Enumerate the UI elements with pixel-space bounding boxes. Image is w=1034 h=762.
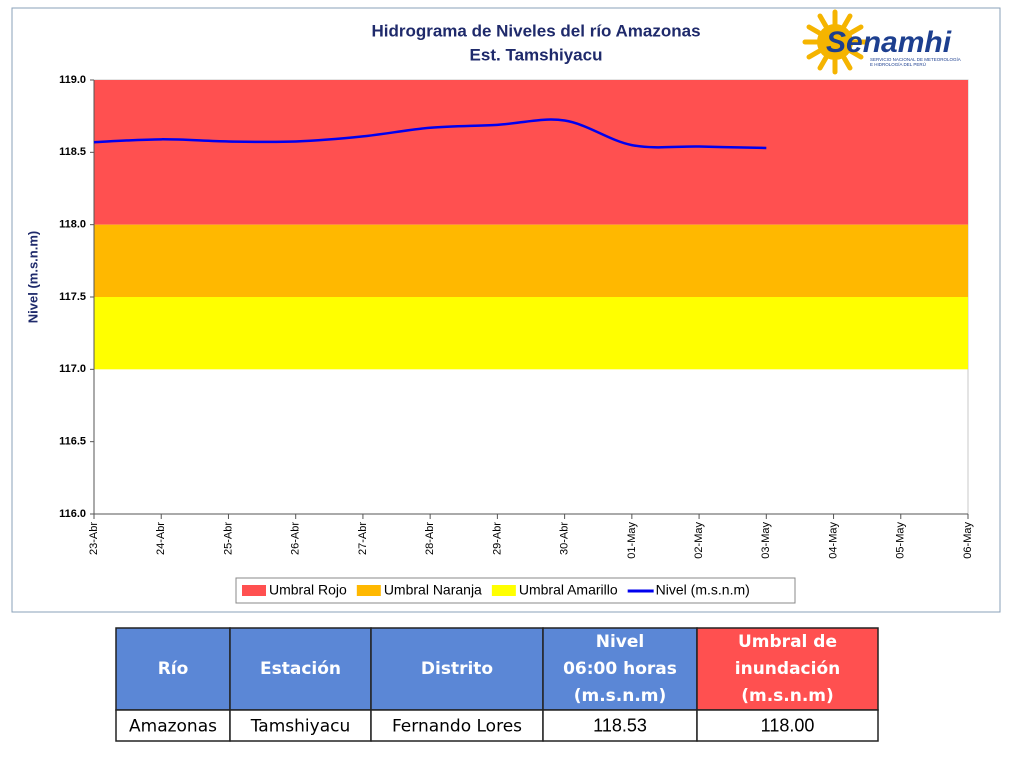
y-tick-label: 117.0 xyxy=(59,363,86,375)
header-text: Umbral de xyxy=(738,632,837,652)
header-text: (m.s.n.m) xyxy=(741,686,834,706)
table-cell xyxy=(696,709,879,742)
header-text: 06:00 horas xyxy=(563,659,677,679)
x-tick-label: 02-May xyxy=(693,522,705,559)
x-tick-label: 30-Abr xyxy=(559,522,571,555)
legend-label: Umbral Rojo xyxy=(269,582,347,598)
legend-swatch xyxy=(242,585,266,596)
logo-ray xyxy=(817,13,829,29)
cell-text: 118.00 xyxy=(761,715,815,735)
logo-ray xyxy=(841,13,853,29)
legend-label: Umbral Amarillo xyxy=(519,582,618,598)
logo-ray xyxy=(817,55,829,71)
header-text: (m.s.n.m) xyxy=(574,686,667,706)
y-axis-title: Nivel (m.s.n.m) xyxy=(25,231,40,323)
header-text: inundación xyxy=(735,659,840,679)
logo-ray xyxy=(806,48,822,60)
y-tick-label: 116.0 xyxy=(59,508,86,520)
logo-subtitle: SERVICIO NACIONAL DE METEOROLOGÍA xyxy=(870,56,961,62)
x-tick-label: 27-Abr xyxy=(357,522,369,555)
chart-title: Est. Tamshiyacu xyxy=(470,45,603,64)
x-tick-label: 06-May xyxy=(962,522,974,559)
cell-text: 118.53 xyxy=(593,715,647,735)
x-tick-label: 03-May xyxy=(760,522,772,559)
y-tick-label: 118.0 xyxy=(59,219,86,231)
x-tick-label: 04-May xyxy=(827,522,839,559)
header-cell xyxy=(696,627,879,711)
cell-text: Amazonas xyxy=(129,717,217,737)
x-tick-label: 05-May xyxy=(895,522,907,559)
table-cell xyxy=(370,709,544,742)
logo-ray xyxy=(806,24,822,36)
x-tick-label: 25-Abr xyxy=(222,522,234,555)
x-tick-label: 29-Abr xyxy=(491,522,503,555)
threshold-band xyxy=(94,80,968,225)
header-text: Estación xyxy=(260,659,341,679)
legend-label: Nivel (m.s.n.m) xyxy=(656,582,750,598)
y-tick-label: 116.5 xyxy=(59,436,86,448)
header-cell xyxy=(229,627,372,711)
header-cell xyxy=(542,627,698,711)
x-tick-label: 26-Abr xyxy=(290,522,302,555)
table-cell xyxy=(542,709,698,742)
x-tick-label: 24-Abr xyxy=(155,522,167,555)
table-cell xyxy=(229,709,372,742)
threshold-band xyxy=(94,297,968,370)
logo-icon xyxy=(802,9,868,75)
cell-text: Fernando Lores xyxy=(392,717,522,737)
legend-swatch xyxy=(356,585,381,596)
series-line xyxy=(93,118,767,150)
logo-subtitle: E HIDROLOGÍA DEL PERÚ xyxy=(870,61,926,67)
cell-text: Tamshiyacu xyxy=(250,717,351,737)
y-tick-label: 119.0 xyxy=(59,74,86,86)
x-tick-label: 23-Abr xyxy=(88,522,100,555)
legend-swatch xyxy=(491,585,516,596)
y-tick-label: 118.5 xyxy=(59,146,86,158)
logo-ray xyxy=(841,55,853,71)
logo-ray xyxy=(848,48,864,60)
header-text: Nivel xyxy=(596,632,645,652)
legend-label: Umbral Naranja xyxy=(384,582,482,598)
x-tick-label: 28-Abr xyxy=(424,522,436,555)
chart-title: Hidrograma de Niveles del río Amazonas xyxy=(371,21,700,40)
y-tick-label: 117.5 xyxy=(59,291,86,303)
header-text: Río xyxy=(158,659,189,679)
logo-name: Senamhi xyxy=(826,26,952,59)
header-text: Distrito xyxy=(421,659,493,679)
threshold-band xyxy=(94,224,968,297)
logo-sun xyxy=(817,24,853,60)
x-tick-label: 01-May xyxy=(626,522,638,559)
logo-ray xyxy=(848,24,864,36)
